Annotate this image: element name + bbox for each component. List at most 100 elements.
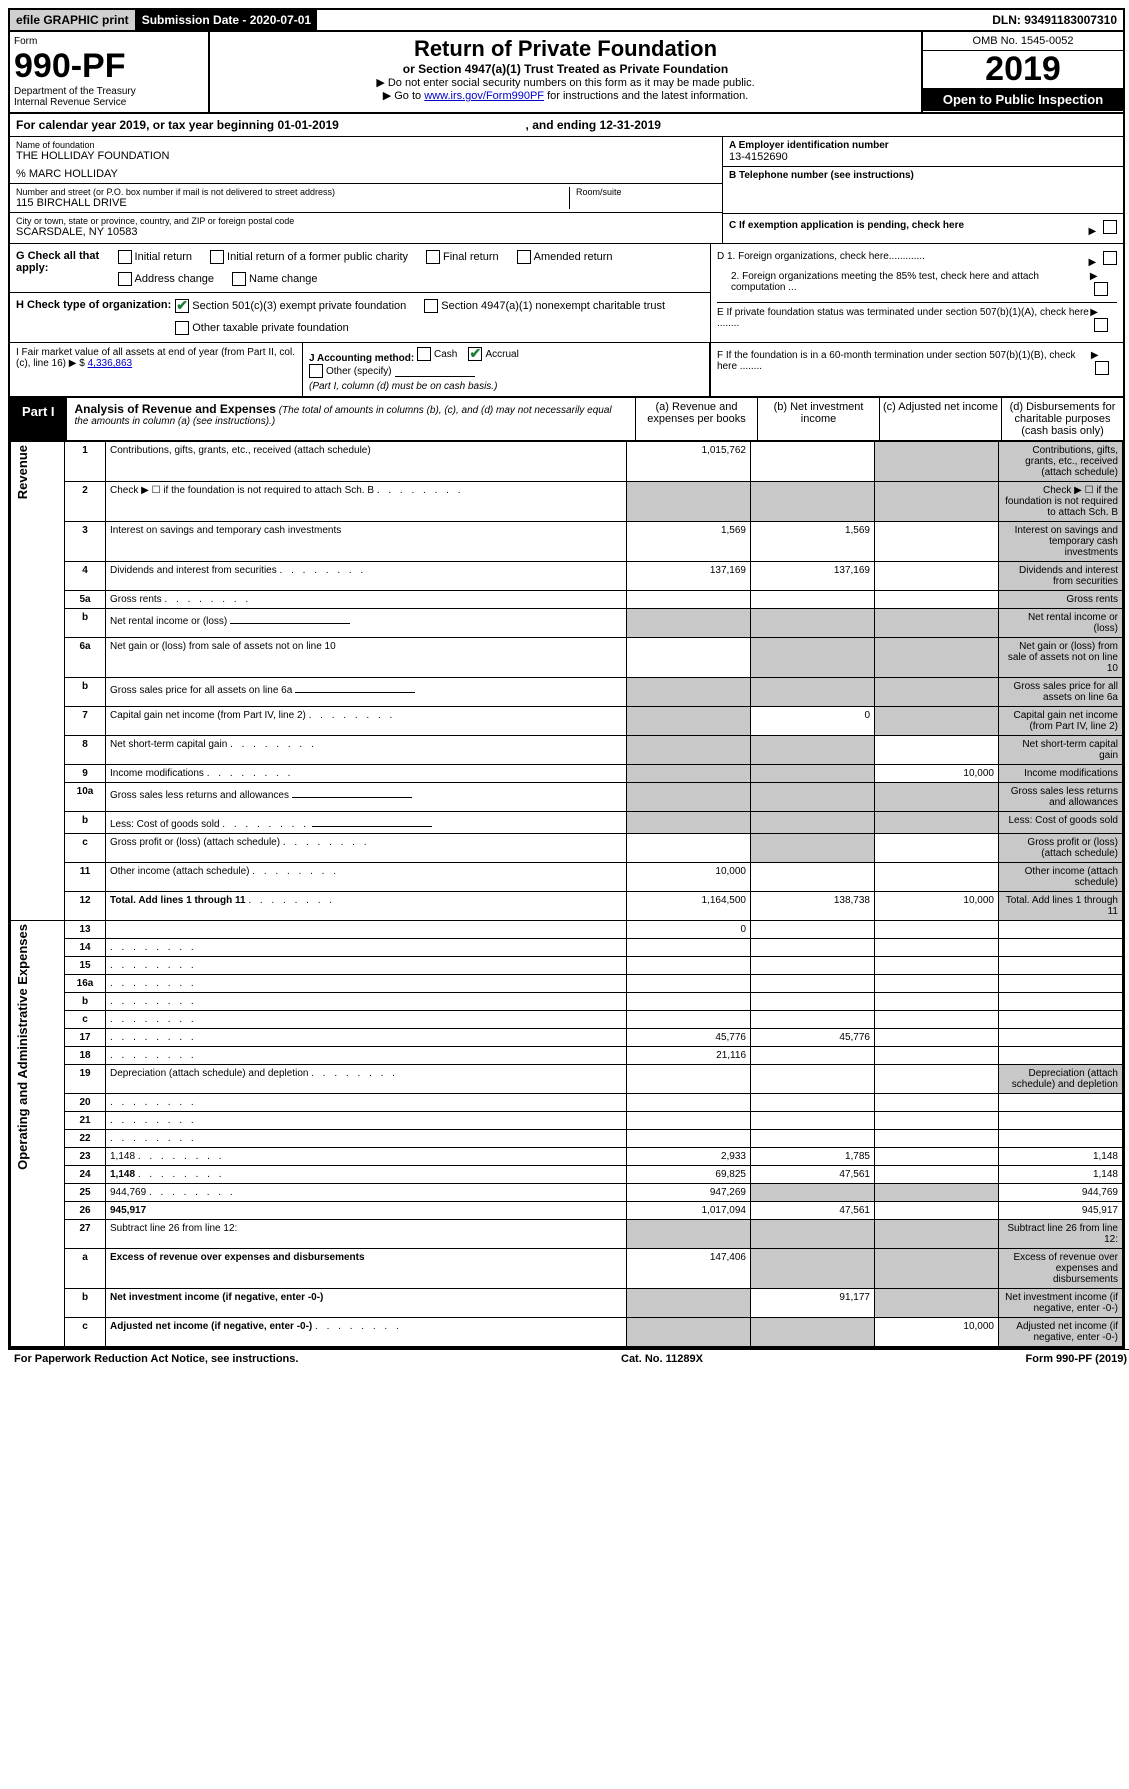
row-description: . . . . . . . . [106, 939, 627, 957]
cell-b [751, 1047, 875, 1065]
cell-b [751, 921, 875, 939]
table-row: bGross sales price for all assets on lin… [11, 678, 1123, 707]
h-label: H Check type of organization: [16, 299, 171, 311]
cell-c [875, 939, 999, 957]
j-note: (Part I, column (d) must be on cash basi… [309, 381, 497, 392]
g-option[interactable]: Name change [232, 272, 318, 286]
dln-label: DLN: 93491183007310 [986, 10, 1123, 30]
row-number: 13 [65, 921, 106, 939]
cell-c [875, 482, 999, 522]
table-row: cAdjusted net income (if negative, enter… [11, 1318, 1123, 1347]
row-description: 1,148 . . . . . . . . [106, 1148, 627, 1166]
h-option[interactable]: Section 4947(a)(1) nonexempt charitable … [424, 299, 665, 313]
row-number: 1 [65, 442, 106, 482]
cell-c [875, 921, 999, 939]
form-ref: Form 990-PF (2019) [1026, 1353, 1127, 1365]
table-row: 11Other income (attach schedule) . . . .… [11, 863, 1123, 892]
row-description: Capital gain net income (from Part IV, l… [106, 707, 627, 736]
g-option[interactable]: Initial return of a former public charit… [210, 250, 408, 264]
col-b-header: (b) Net investment income [757, 398, 879, 440]
cell-a [627, 482, 751, 522]
cell-b [751, 993, 875, 1011]
instructions-link[interactable]: www.irs.gov/Form990PF [424, 90, 544, 102]
row-number: 22 [65, 1130, 106, 1148]
row-number: 24 [65, 1166, 106, 1184]
cell-a: 1,017,094 [627, 1202, 751, 1220]
part1-table: Revenue1Contributions, gifts, grants, et… [10, 441, 1123, 1347]
g-option[interactable]: Address change [118, 272, 215, 286]
j-accrual-checkbox[interactable] [468, 347, 482, 361]
cell-a [627, 957, 751, 975]
cell-a: 147,406 [627, 1249, 751, 1289]
cell-a [627, 678, 751, 707]
row-description: Excess of revenue over expenses and disb… [106, 1249, 627, 1289]
row-number: a [65, 1249, 106, 1289]
g-option[interactable]: Amended return [517, 250, 613, 264]
row-description: Net short-term capital gain . . . . . . … [106, 736, 627, 765]
d2-checkbox[interactable] [1094, 282, 1108, 296]
e-checkbox[interactable] [1094, 318, 1108, 332]
h-option[interactable]: Other taxable private foundation [175, 321, 349, 335]
cell-a [627, 1318, 751, 1347]
form-number: 990-PF [14, 47, 204, 86]
row-description: Less: Cost of goods sold . . . . . . . . [106, 812, 627, 834]
cell-c [875, 1184, 999, 1202]
cell-a: 137,169 [627, 562, 751, 591]
row-number: 6a [65, 638, 106, 678]
table-row: b . . . . . . . . [11, 993, 1123, 1011]
cell-a [627, 1289, 751, 1318]
row-number: 3 [65, 522, 106, 562]
table-row: 26945,9171,017,09447,561945,917 [11, 1202, 1123, 1220]
cell-a: 69,825 [627, 1166, 751, 1184]
table-row: Revenue1Contributions, gifts, grants, et… [11, 442, 1123, 482]
efile-print-button[interactable]: efile GRAPHIC print [10, 10, 136, 30]
cell-b [751, 812, 875, 834]
cell-a: 1,015,762 [627, 442, 751, 482]
c-checkbox[interactable] [1103, 220, 1117, 234]
table-row: aExcess of revenue over expenses and dis… [11, 1249, 1123, 1289]
row-description: Dividends and interest from securities .… [106, 562, 627, 591]
cell-c [875, 863, 999, 892]
row-number: 14 [65, 939, 106, 957]
row-number: 20 [65, 1094, 106, 1112]
ein-value: 13-4152690 [729, 151, 1117, 163]
f-checkbox[interactable] [1095, 361, 1109, 375]
cell-b: 0 [751, 707, 875, 736]
row-description: Total. Add lines 1 through 11 . . . . . … [106, 892, 627, 921]
d1-row: D 1. Foreign organizations, check here..… [717, 251, 1117, 268]
row-description: Check ▶ ☐ if the foundation is not requi… [106, 482, 627, 522]
j-label: J Accounting method: [309, 353, 414, 364]
row-number: c [65, 1318, 106, 1347]
cell-b [751, 1318, 875, 1347]
g-option[interactable]: Initial return [118, 250, 192, 264]
j-cash-checkbox[interactable] [417, 347, 431, 361]
row-description: 1,148 . . . . . . . . [106, 1166, 627, 1184]
table-row: 241,148 . . . . . . . .69,82547,5611,148 [11, 1166, 1123, 1184]
row-description: Interest on savings and temporary cash i… [106, 522, 627, 562]
j-other-checkbox[interactable] [309, 364, 323, 378]
cell-a [627, 939, 751, 957]
cell-d [999, 939, 1123, 957]
table-row: 18 . . . . . . . .21,116 [11, 1047, 1123, 1065]
cell-c [875, 1029, 999, 1047]
cell-d [999, 1029, 1123, 1047]
h-option[interactable]: Section 501(c)(3) exempt private foundat… [175, 299, 406, 313]
table-row: 3Interest on savings and temporary cash … [11, 522, 1123, 562]
d1-checkbox[interactable] [1103, 251, 1117, 265]
table-row: cGross profit or (loss) (attach schedule… [11, 834, 1123, 863]
g-option[interactable]: Final return [426, 250, 499, 264]
table-row: 231,148 . . . . . . . .2,9331,7851,148 [11, 1148, 1123, 1166]
cell-b: 1,569 [751, 522, 875, 562]
table-row: Operating and Administrative Expenses130 [11, 921, 1123, 939]
cell-b [751, 1130, 875, 1148]
cell-a [627, 609, 751, 638]
row-description: Net gain or (loss) from sale of assets n… [106, 638, 627, 678]
part1-label: Part I [10, 398, 67, 440]
cell-d: Gross sales price for all assets on line… [999, 678, 1123, 707]
cell-b [751, 975, 875, 993]
table-row: 20 . . . . . . . . [11, 1094, 1123, 1112]
cell-a [627, 736, 751, 765]
phone-label: B Telephone number (see instructions) [729, 170, 1117, 181]
cell-c [875, 993, 999, 1011]
h-check-row: H Check type of organization: Section 50… [10, 293, 710, 341]
